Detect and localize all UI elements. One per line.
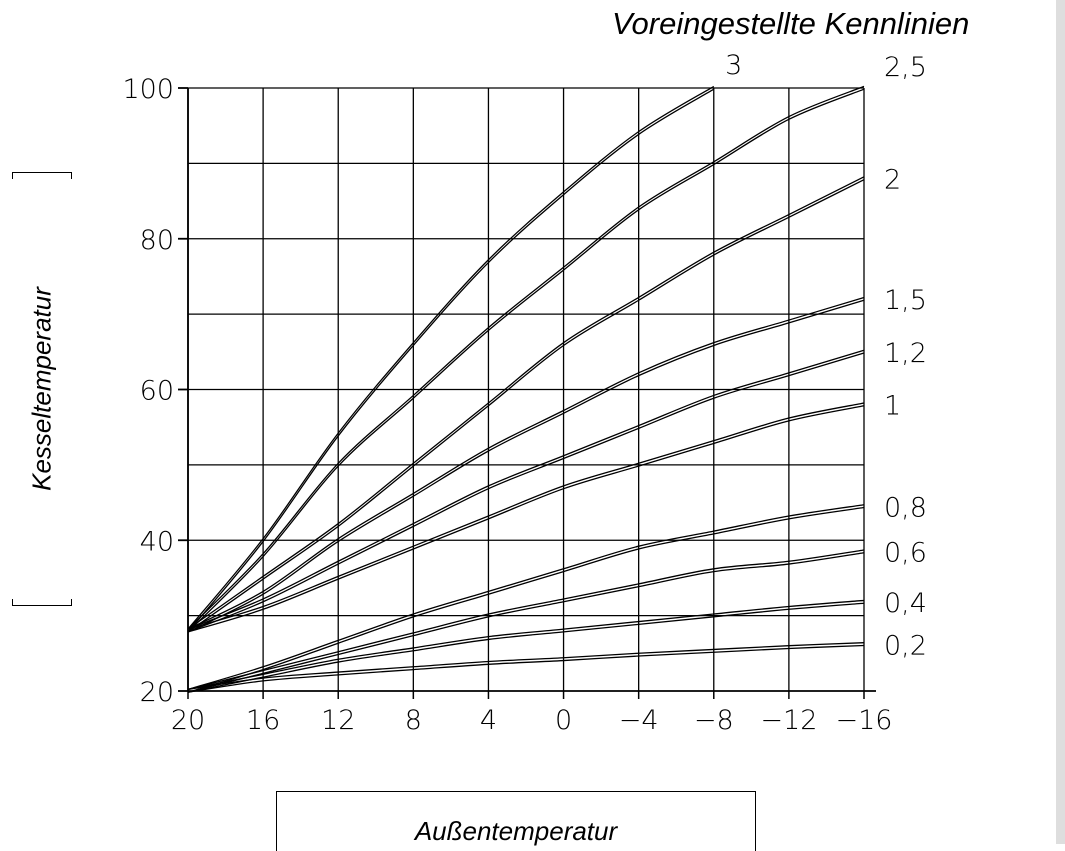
series-line — [187, 296, 865, 630]
y-tick-label: 20 — [140, 677, 174, 708]
series-line — [187, 349, 865, 630]
series-line — [187, 179, 865, 633]
x-axis-label-box: Außentemperatur — [276, 791, 756, 851]
curve-label: 2,5 — [884, 52, 927, 83]
series-line — [187, 599, 865, 691]
series-line — [187, 85, 865, 630]
x-tick-label: 0 — [555, 705, 572, 736]
x-axis-label: Außentemperatur — [414, 816, 618, 846]
series-line — [187, 299, 865, 633]
grid — [187, 87, 865, 691]
curve-label: 0,4 — [884, 588, 927, 619]
series-line — [187, 176, 865, 630]
series-line — [187, 552, 865, 693]
series-line — [187, 405, 865, 633]
curve-label: 0,8 — [884, 492, 927, 523]
curve-label: 0,6 — [884, 538, 927, 569]
y-axis-label-box: Kesseltemperatur — [12, 172, 72, 606]
x-tick-label: 8 — [405, 705, 422, 736]
y-tick-label: 80 — [140, 225, 174, 256]
y-tick-label: 100 — [122, 74, 174, 105]
series-line — [187, 352, 865, 633]
scrollbar[interactable] — [1056, 0, 1065, 844]
x-tick-label: −16 — [836, 705, 893, 736]
series-line — [187, 88, 865, 633]
series-lines — [187, 85, 865, 693]
series-line — [187, 504, 865, 691]
x-tick-label: −4 — [619, 705, 659, 736]
series-line — [187, 644, 865, 693]
y-axis-label: Kesseltemperatur — [26, 287, 57, 491]
curve-label: 1,5 — [884, 285, 927, 316]
axes — [178, 87, 876, 699]
curve-label: 0,2 — [884, 630, 927, 661]
series-line — [187, 402, 865, 630]
curve-label: 1 — [884, 391, 901, 422]
curve-label: 3 — [725, 50, 742, 81]
x-tick-label: 12 — [321, 705, 355, 736]
x-tick-label: 4 — [480, 705, 497, 736]
x-tick-label: 16 — [246, 705, 280, 736]
x-tick-label: −12 — [760, 705, 817, 736]
x-tick-label: −8 — [694, 705, 734, 736]
curve-label: 1,2 — [884, 338, 927, 369]
series-line — [187, 85, 715, 630]
series-line — [187, 642, 865, 691]
series-line — [187, 602, 865, 693]
chart-title: Voreingestellte Kennlinien — [612, 6, 970, 41]
y-tick-label: 60 — [140, 376, 174, 407]
x-tick-label: 20 — [171, 705, 205, 736]
curve-label: 2 — [884, 164, 901, 195]
series-line — [187, 549, 865, 691]
y-tick-label: 40 — [140, 526, 174, 557]
series-line — [187, 506, 865, 693]
series-line — [187, 88, 715, 633]
